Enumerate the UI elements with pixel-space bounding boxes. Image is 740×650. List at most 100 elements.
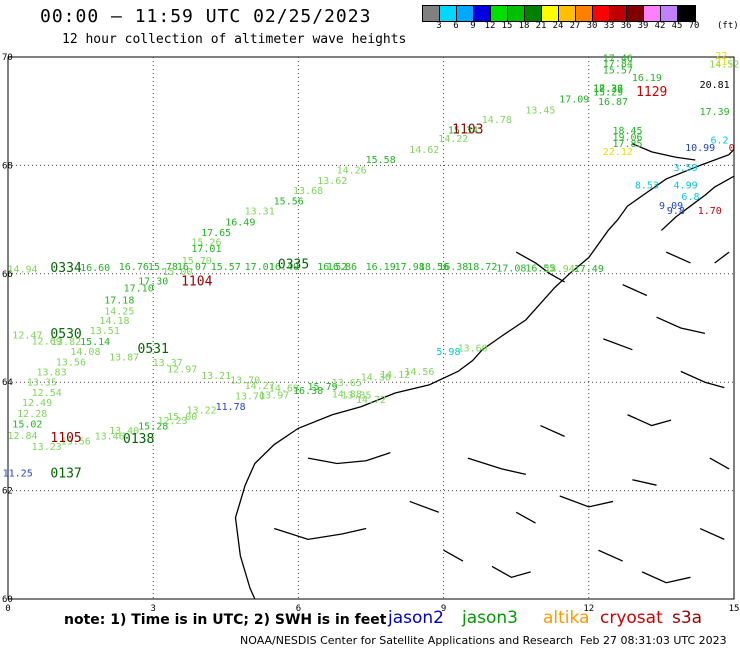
wave-height-label: 14.52 [709,59,739,70]
y-tick-label: 70 [2,53,13,63]
color-swatch [678,6,695,21]
wave-height-label: 15.02 [12,420,42,431]
coastline-segment [559,495,614,508]
pass-time-label: 0531 [138,342,169,357]
pass-time-label: 0334 [50,261,81,276]
wave-height-label: 13.68 [293,186,323,197]
wave-height-label: 13.56 [56,357,86,368]
color-swatch [610,6,627,21]
wave-height-label: 9.09 [659,201,683,212]
wave-height-label: 13.35 [341,390,371,401]
x-tick-label: 3 [150,604,155,614]
coastline-segment [632,143,696,161]
coastline-segment [660,175,735,231]
satellite-legend-item: jason2 [388,608,444,628]
pass-time-label: 0137 [50,467,81,482]
wave-height-label: 16.87 [598,97,628,108]
wave-height-label: 17.85 [612,139,642,150]
wave-height-label: 17.09 [559,95,589,106]
wave-height-label: 18.37 [593,84,623,95]
wave-height-label: 5.98 [436,347,460,358]
coastline-segment [656,316,706,335]
pass-time-label: 1104 [181,275,212,290]
wave-height-label: 12.23 [158,416,188,427]
color-scale-label: 18 [518,21,530,31]
wave-height-label: 14.08 [70,347,100,358]
credit-text: NOAA/NESDIS Center for Satellite Applica… [240,634,574,647]
color-scale-label: 30 [586,21,598,31]
coastline-segment [274,527,367,541]
wave-height-label: 15.79 [308,382,338,393]
wave-height-label: 17.84 [603,59,633,70]
satellite-legend-item: jason3 [462,608,518,628]
wave-height-label: 15.78 [148,262,178,273]
color-scale-label: 36 [620,21,632,31]
color-swatch [661,6,678,21]
wave-height-label: 14.62 [409,145,439,156]
wave-height-label: 15.57 [603,65,633,76]
wave-height-label: 13.23 [32,442,62,453]
wave-height-label: 15.00 [162,267,192,278]
wave-height-label: 17.01 [245,262,275,273]
wave-height-label: 11.78 [216,402,246,413]
coastline-segment [622,284,648,297]
wave-height-label: 17.39 [700,107,730,118]
wave-height-label: 14.12 [380,370,410,381]
wave-height-label: 13.31 [245,207,275,218]
pass-time-label: 1103 [452,122,483,137]
color-swatch [457,6,474,21]
wave-height-label: 15.58 [366,155,396,166]
wave-height-label: 13.65 [332,378,362,389]
color-swatch [593,6,610,21]
x-tick-label: 6 [296,604,301,614]
wave-height-label: 17.10 [124,284,154,295]
wave-height-label: 12.97 [167,364,197,375]
wave-height-label: 14.78 [482,115,512,126]
coastline-segment [699,527,725,540]
wave-height-label: 14.25 [104,306,134,317]
observation-labels: 14.52 16.19 17.36 17.09 13.45 14.78 15.3414.22… [3,51,740,481]
color-swatch [525,6,542,21]
color-swatch [474,6,491,21]
wave-height-label: 13.70 [235,392,265,403]
wave-height-label: 16.76 [119,262,149,273]
y-tick-label: 68 [2,161,13,171]
color-scale-bar [422,5,696,22]
wave-height-label: 18.72 [467,262,497,273]
wave-height-label: 10.99 [685,143,715,154]
wave-height-label: 13.51 [90,326,120,337]
color-swatch [508,6,525,21]
wave-height-label: 12.69 [32,336,62,347]
wave-height-label: 14.72 [356,395,386,406]
color-swatch [440,6,457,21]
wave-height-label: 14.30 [361,373,391,384]
coastline-segment [467,457,527,475]
wave-height-label: 16.49 [225,218,255,229]
x-tick-label: 0 [5,604,10,614]
wave-height-label: 15.00 [167,412,197,423]
color-scale-label: 27 [569,21,581,31]
color-swatch [576,6,593,21]
satellite-legend-item: altika [543,608,590,628]
axis-labels: 0 3 6 9 12 15 70 68 66 64 62 60 [2,53,739,614]
wave-height-label: 17.18 [104,296,134,307]
note-text: note: 1) Time is in UTC; 2) SWH is in fe… [64,612,387,628]
y-tick-label: 66 [2,270,13,280]
wave-height-label: 20.81 [700,80,730,91]
coastline-segment [632,479,657,486]
coastline-segment [714,251,730,264]
coastline-segment [540,424,565,437]
wave-height-label: 13.87 [109,353,139,364]
wave-height-label: 17.98 [395,262,425,273]
wave-height-label: 12.84 [7,431,37,442]
wave-height-label: 17.01 [191,244,221,255]
wave-height-label: 9.8 [667,206,685,217]
wave-height-label: 15.57 [211,262,241,273]
wave-height-label: 16.38 [293,386,323,397]
wave-height-label: 14.94 [7,265,37,276]
wave-height-label: 16.40 [269,262,299,273]
coastline-segment [598,549,623,562]
wave-height-label: 17.36 [593,84,623,95]
